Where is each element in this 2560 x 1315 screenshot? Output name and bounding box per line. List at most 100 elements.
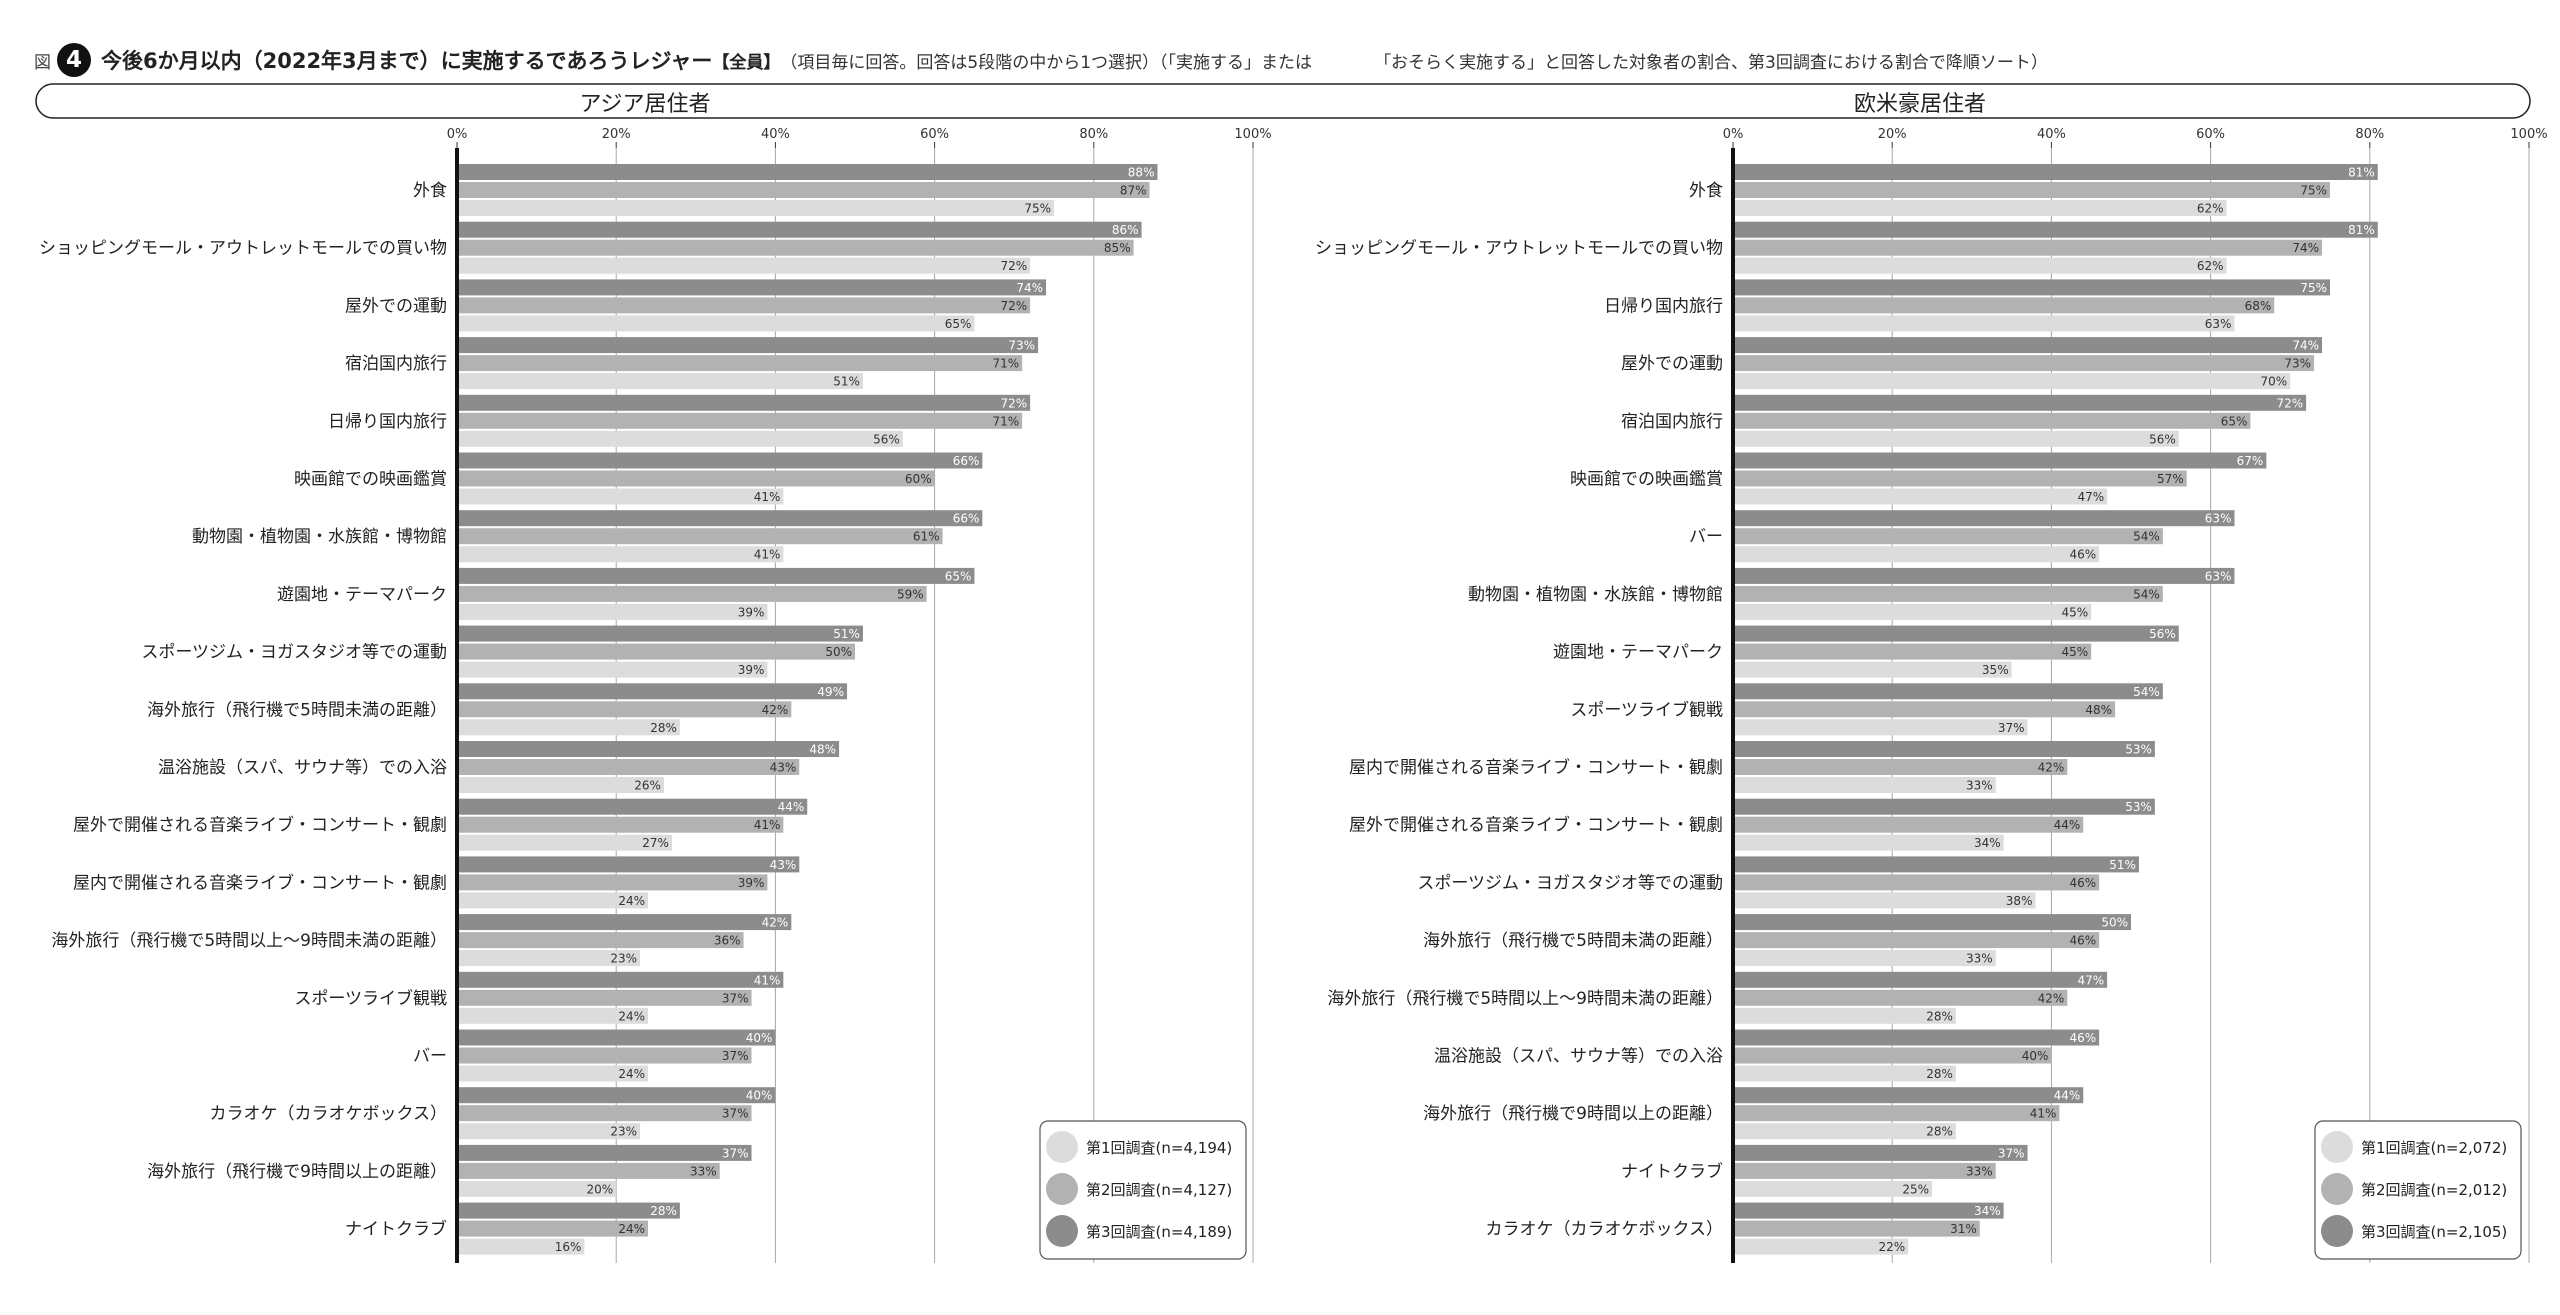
figure-title: 今後6か月以内（2022年3月まで）に実施するであろうレジャー	[101, 49, 713, 73]
bar-value-label: 65%	[945, 569, 972, 583]
bar-value-label: 46%	[2069, 548, 2096, 562]
bar	[1733, 719, 2028, 736]
category-label: 海外旅行（飛行機で9時間以上の距離）	[1423, 1104, 1723, 1124]
category-label: スポーツジム・ヨガスタジオ等での運動	[1417, 873, 1723, 893]
category-label: スポーツライブ観戦	[294, 988, 447, 1009]
x-tick-label: 60%	[920, 127, 949, 142]
bar-value-label: 70%	[2261, 375, 2288, 389]
bar	[1733, 1123, 1956, 1140]
bar	[457, 892, 649, 909]
bar-value-label: 41%	[2030, 1107, 2057, 1121]
category-label: ショッピングモール・アウトレットモールでの買い物	[1315, 239, 1723, 259]
bar-value-label: 33%	[1966, 1164, 1993, 1178]
bar-value-label: 68%	[2245, 299, 2272, 313]
bar-value-label: 35%	[1982, 663, 2009, 677]
bar	[1733, 373, 2291, 390]
chart-panel-asia: アジア居住者 0% 20% 40% 60% 80% 100% 外食 88% 87% 75% ショッピン…	[39, 92, 1272, 1263]
bar-value-label: 87%	[1120, 184, 1147, 198]
bar-value-label: 86%	[1112, 223, 1139, 237]
category-label: スポーツジム・ヨガスタジオ等での運動	[141, 643, 447, 663]
bar-value-label: 54%	[2133, 530, 2160, 544]
legend-label: 第1回調査(n=2,072)	[2361, 1139, 2507, 1157]
bar	[1733, 1162, 1996, 1179]
legend-label: 第2回調査(n=2,012)	[2361, 1181, 2507, 1199]
bar	[457, 1238, 585, 1255]
bar	[457, 182, 1150, 198]
bar	[1733, 1220, 1980, 1237]
bar-value-label: 48%	[809, 743, 836, 757]
legend-label: 第3回調査(n=2,105)	[2361, 1223, 2507, 1241]
chart-title: アジア居住者	[579, 92, 710, 117]
bar-value-label: 50%	[2101, 916, 2128, 930]
bar-value-label: 63%	[2205, 317, 2232, 331]
bar-value-label: 44%	[2054, 818, 2081, 832]
bar	[457, 874, 768, 891]
bar-value-label: 81%	[2348, 223, 2375, 237]
category-label: 宿泊国内旅行	[1621, 412, 1723, 432]
bar	[457, 971, 784, 988]
x-tick-label: 100%	[2510, 127, 2547, 142]
bar	[457, 528, 943, 545]
legend-swatch	[1046, 1215, 1078, 1247]
bar-value-label: 72%	[2276, 396, 2303, 410]
bar	[1733, 1105, 2060, 1122]
bar-value-label: 38%	[2006, 894, 2033, 908]
bar-value-label: 37%	[722, 991, 749, 1005]
figure-tag: 【全員】	[712, 52, 781, 73]
bar	[457, 1162, 720, 1179]
bar-value-label: 75%	[2300, 184, 2327, 198]
legend-label: 第2回調査(n=4,127)	[1086, 1181, 1232, 1199]
legend: 第1回調査(n=2,072) 第2回調査(n=2,012) 第3回調査(n=2,10…	[2314, 1120, 2522, 1260]
bar	[457, 1007, 649, 1024]
category-label: 外食	[413, 181, 447, 201]
category-label: 遊園地・テーマパーク	[277, 585, 447, 605]
x-tick-label: 0%	[1723, 127, 1744, 142]
bar-value-label: 40%	[746, 1089, 773, 1103]
bar-value-label: 23%	[610, 1125, 637, 1139]
bar-value-label: 81%	[2348, 166, 2375, 180]
bar-value-label: 65%	[945, 317, 972, 331]
bar	[457, 200, 1054, 216]
bar	[1733, 1065, 1956, 1082]
bar-value-label: 36%	[714, 934, 741, 948]
bar-value-label: 44%	[2054, 1089, 2081, 1103]
bar-value-label: 45%	[2062, 605, 2089, 619]
bar	[457, 1105, 752, 1122]
category-label: 屋内で開催される音楽ライブ・コンサート・観劇	[73, 872, 447, 893]
bar-value-label: 85%	[1104, 241, 1131, 255]
bar	[1733, 1238, 1909, 1255]
bar-value-label: 46%	[2069, 1031, 2096, 1045]
bar	[457, 1029, 776, 1046]
bar-value-label: 62%	[2197, 202, 2224, 216]
bar	[1733, 971, 2108, 988]
bar-value-label: 22%	[1878, 1240, 1905, 1254]
bar-value-label: 88%	[1128, 166, 1155, 180]
bar	[1733, 182, 2330, 198]
bar	[1733, 430, 2179, 447]
bar	[457, 683, 848, 700]
bar-value-label: 71%	[992, 357, 1019, 371]
category-label: バー	[1689, 527, 1723, 547]
bar-value-label: 60%	[905, 472, 932, 486]
bar-value-label: 28%	[650, 721, 677, 735]
bar-value-label: 53%	[2125, 743, 2152, 757]
bar-value-label: 24%	[618, 894, 645, 908]
bar	[457, 394, 1031, 411]
bar	[457, 950, 641, 967]
bar	[457, 373, 863, 390]
bar	[1733, 452, 2267, 469]
bar-value-label: 28%	[1926, 1009, 1953, 1023]
bar-value-label: 31%	[1950, 1222, 1977, 1236]
category-label: 海外旅行（飛行機で9時間以上の距離）	[147, 1162, 447, 1182]
bar-value-label: 42%	[762, 703, 789, 717]
bar	[1733, 337, 2323, 354]
bar-value-label: 40%	[2022, 1049, 2049, 1063]
category-label: 温浴施設（スパ、サウナ等）での入浴	[158, 758, 447, 778]
legend-frame	[2314, 1120, 2522, 1260]
category-label: 外食	[1689, 181, 1723, 201]
bar-value-label: 24%	[618, 1009, 645, 1023]
bar-value-label: 54%	[2133, 685, 2160, 699]
bar-value-label: 26%	[634, 779, 661, 793]
bar	[1733, 279, 2330, 296]
bar	[1733, 834, 2004, 851]
